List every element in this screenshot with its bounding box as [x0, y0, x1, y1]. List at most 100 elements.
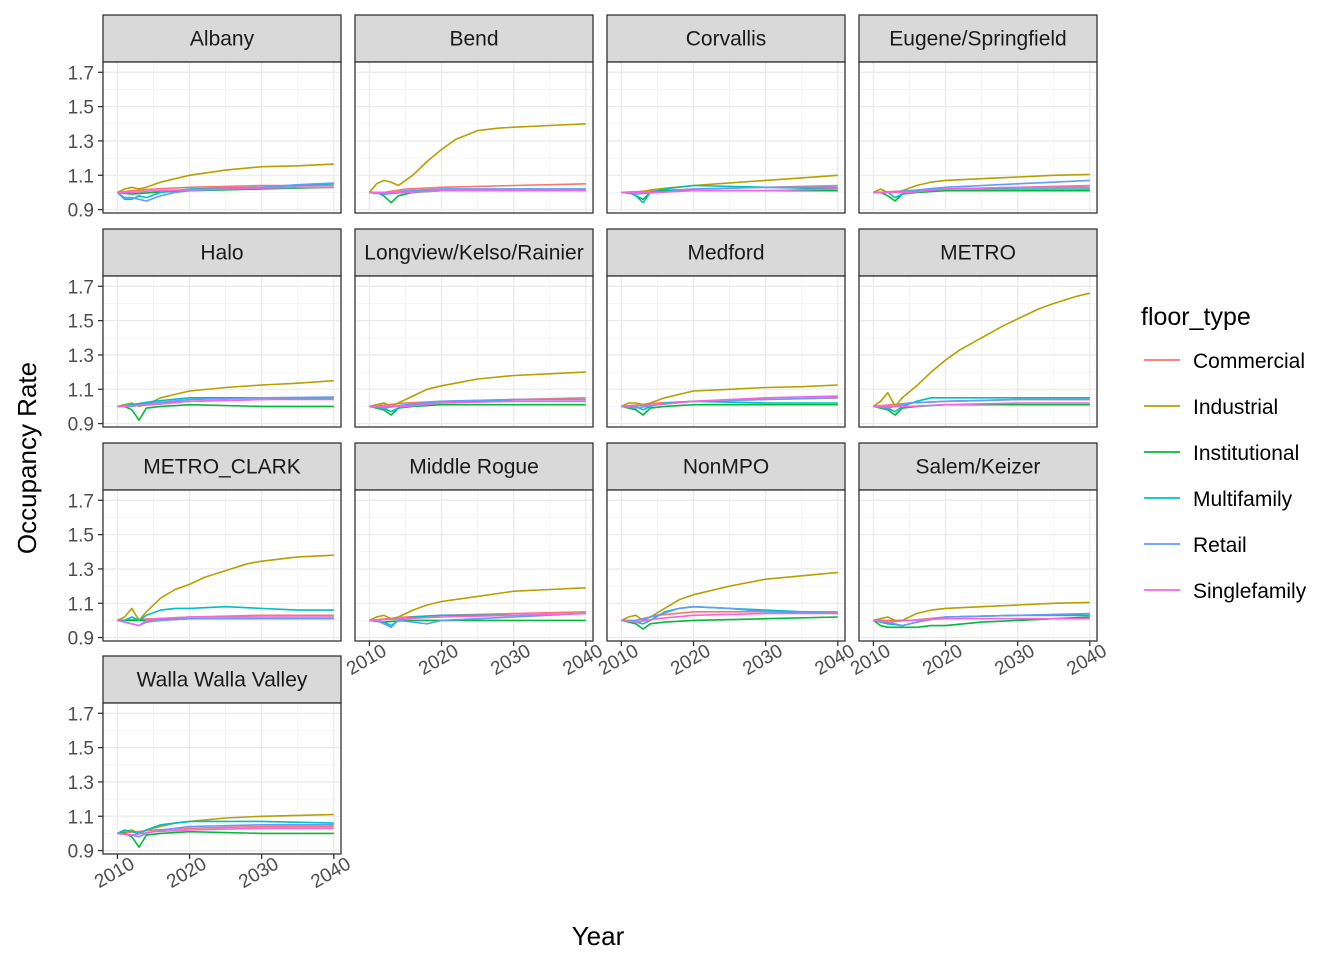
- series-line-institutional: [872, 616, 1090, 629]
- y-tick-label: 1.5: [68, 739, 94, 760]
- y-tick-label: 1.5: [68, 98, 94, 119]
- x-tick-label: 2030: [991, 641, 1038, 680]
- legend-item-institutional: Institutional: [1144, 442, 1299, 465]
- series-line-industrial: [117, 813, 334, 835]
- y-tick-label: 1.5: [68, 526, 94, 547]
- series-line-singlefamily: [117, 186, 334, 194]
- y-tick-label: 1.3: [68, 132, 94, 153]
- y-tick-label: 0.9: [68, 201, 94, 222]
- series-line-singlefamily: [873, 617, 1090, 623]
- panel-border: [102, 275, 342, 428]
- legend-label: Industrial: [1193, 396, 1278, 419]
- x-tick-label: 2020: [919, 641, 966, 680]
- panel-strip-label: Corvallis: [686, 28, 767, 51]
- series-line-singlefamily: [621, 612, 838, 623]
- series-line-commercial: [117, 825, 334, 835]
- x-tick-label: 2030: [487, 641, 534, 680]
- panel-strip: [102, 14, 342, 63]
- panel-border: [858, 61, 1098, 214]
- panel-strip-label: Medford: [687, 242, 764, 265]
- panel-border: [102, 61, 342, 214]
- x-tick-label: 2010: [847, 641, 894, 680]
- series-line-singlefamily: [873, 402, 1090, 408]
- series-line-singlefamily: [873, 186, 1090, 194]
- series-line-industrial: [368, 123, 586, 193]
- x-tick-label: 2020: [163, 854, 210, 893]
- panel-strip: [102, 228, 342, 277]
- series-line-singlefamily: [117, 827, 334, 836]
- x-tick-label: 2040: [307, 854, 354, 893]
- panel-border: [858, 275, 1098, 428]
- panel-strip-label: Eugene/Springfield: [889, 28, 1066, 51]
- x-tick-label: 2040: [1063, 641, 1110, 680]
- legend-label: Institutional: [1193, 442, 1299, 465]
- y-tick-label: 1.7: [68, 491, 94, 512]
- panel-metro: METRO: [858, 228, 1098, 428]
- y-tick-label: 1.1: [68, 380, 94, 401]
- panel-border: [102, 702, 342, 855]
- series-line-singlefamily: [621, 188, 838, 194]
- y-tick-label: 1.3: [68, 560, 94, 581]
- panel-border: [354, 61, 594, 214]
- x-tick-label: 2020: [415, 641, 462, 680]
- series-line-retail: [621, 605, 838, 622]
- y-tick-label: 1.1: [68, 166, 94, 187]
- series-line-retail: [116, 182, 334, 202]
- y-tick-label: 0.9: [68, 842, 94, 863]
- panel-strip: [858, 228, 1098, 277]
- legend-title: floor_type: [1141, 303, 1251, 331]
- series-line-institutional: [117, 403, 334, 421]
- panel-strip: [606, 228, 846, 277]
- legend-item-commercial: Commercial: [1144, 350, 1305, 373]
- panel-strip: [606, 442, 846, 491]
- y-axis-title: Occupancy Rate: [12, 362, 42, 554]
- legend-item-industrial: Industrial: [1144, 396, 1278, 419]
- series-line-multifamily: [873, 396, 1090, 413]
- y-tick-label: 1.3: [68, 346, 94, 367]
- panels: Albany 0.9 1.1 1.3 1.5 1.7 Bend Corvallis Eugene…: [68, 14, 1111, 893]
- panel-metro-clark: METRO_CLARK 0.9 1.1 1.3 1.5 1.7: [68, 442, 342, 650]
- series-line-singlefamily: [621, 395, 838, 408]
- y-tick-label: 1.7: [68, 704, 94, 725]
- legend-item-retail: Retail: [1144, 534, 1247, 557]
- x-tick-label: 2030: [739, 641, 786, 680]
- x-tick-label: 2010: [91, 854, 138, 893]
- series-line-multifamily: [117, 605, 334, 622]
- series-line-industrial: [117, 163, 334, 194]
- panel-strip: [354, 228, 594, 277]
- series-line-institutional: [621, 403, 838, 416]
- legend-item-singlefamily: Singlefamily: [1144, 580, 1307, 603]
- panel-halo: Halo 0.9 1.1 1.3 1.5 1.7: [68, 228, 342, 436]
- series-line-multifamily: [117, 820, 334, 835]
- panel-strip-label: Middle Rogue: [409, 456, 539, 479]
- panel-corvallis: Corvallis: [606, 14, 846, 214]
- y-tick-label: 0.9: [68, 415, 94, 436]
- x-tick-label: 2010: [595, 641, 642, 680]
- y-tick-label: 1.7: [68, 277, 94, 298]
- series-line-singlefamily: [369, 189, 586, 194]
- x-tick-label: 2010: [343, 641, 390, 680]
- panel-medford: Medford: [606, 228, 846, 428]
- y-tick-label: 1.3: [68, 773, 94, 794]
- panel-background: [355, 62, 593, 213]
- panel-border: [606, 489, 846, 642]
- legend-label: Commercial: [1193, 350, 1305, 373]
- series-line-singlefamily: [369, 612, 586, 622]
- panel-border: [858, 489, 1098, 642]
- panel-strip-label: Longview/Kelso/Rainier: [364, 242, 583, 265]
- legend-label: Singlefamily: [1193, 580, 1307, 603]
- panel-strip-label: Halo: [200, 242, 243, 265]
- panel-background: [607, 490, 845, 641]
- legend: floor_type Commercial Industrial Instituti…: [1141, 303, 1307, 603]
- series-line-singlefamily: [117, 398, 334, 408]
- panel-strip-label: METRO_CLARK: [143, 456, 301, 479]
- series-line-industrial: [369, 587, 586, 622]
- series-line-retail: [873, 398, 1090, 409]
- series-line-institutional: [621, 616, 838, 630]
- series-line-retail: [369, 612, 586, 629]
- series-line-industrial: [873, 601, 1090, 622]
- panel-border: [606, 61, 846, 214]
